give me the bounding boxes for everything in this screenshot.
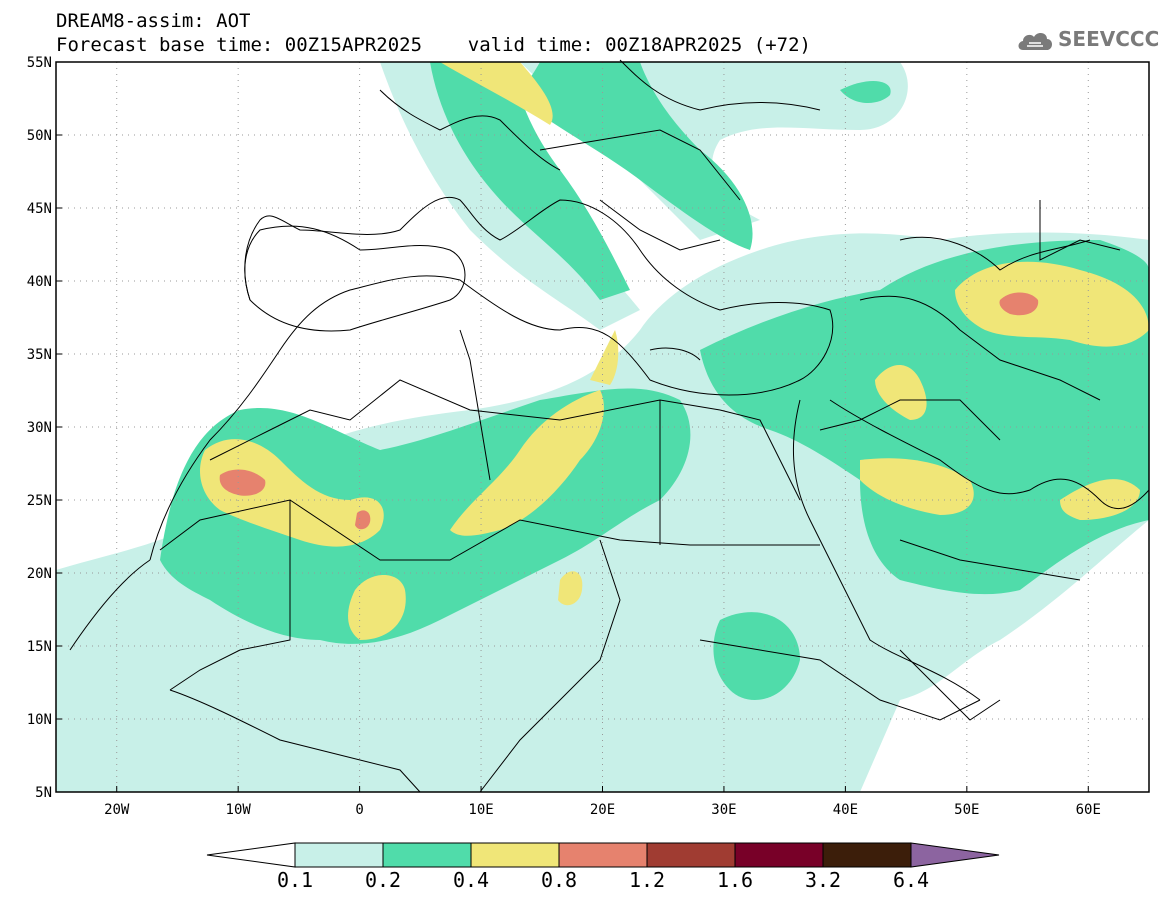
colorbar-segment — [558, 842, 648, 868]
lon-label: 20W — [104, 802, 130, 818]
colorbar: 0.1 0.2 0.4 0.8 1.2 1.6 3.2 6.4 — [206, 842, 1000, 892]
colorbar-over-arrow — [910, 842, 1000, 868]
colorbar-segment — [294, 842, 384, 868]
latitude-labels: 55N 50N 45N 40N 35N 30N 25N 20N 15N 10N 5N — [27, 55, 62, 801]
colorbar-label: 1.6 — [717, 868, 753, 892]
lon-label: 10E — [468, 802, 493, 818]
colorbar-segment — [470, 842, 560, 868]
colorbar-segment — [734, 842, 824, 868]
lat-label: 15N — [27, 639, 52, 655]
coastlines — [69, 59, 1150, 793]
lat-label: 35N — [27, 347, 52, 363]
lon-label: 50E — [954, 802, 979, 818]
map-subtitle: Forecast base time: 00Z15APR2025 valid t… — [56, 34, 811, 56]
colorbar-label: 0.1 — [277, 868, 313, 892]
colorbar-segment — [382, 842, 472, 868]
colorbar-label: 0.2 — [365, 868, 401, 892]
colorbar-label: 1.2 — [629, 868, 665, 892]
lon-label: 60E — [1076, 802, 1101, 818]
map-title: DREAM8-assim: AOT — [56, 10, 251, 32]
colorbar-label: 0.4 — [453, 868, 489, 892]
lat-label: 50N — [27, 128, 52, 144]
aot-level-0.4 — [200, 62, 1149, 640]
lat-label: 5N — [35, 785, 52, 801]
aot-level-0.8 — [219, 292, 1039, 530]
lon-label: 30E — [711, 802, 736, 818]
lat-label: 55N — [27, 55, 52, 71]
colorbar-label: 0.8 — [541, 868, 577, 892]
lon-label: 0 — [355, 802, 363, 818]
lon-label: 40E — [833, 802, 858, 818]
cloud-icon — [1018, 33, 1053, 50]
colorbar-label: 6.4 — [893, 868, 929, 892]
country-borders — [159, 129, 1121, 793]
logo-text: SEEVCCC — [1058, 27, 1160, 51]
longitude-labels: 20W 10W 0 10E 20E 30E 40E 50E 60E — [104, 786, 1101, 818]
colorbar-segment — [822, 842, 912, 868]
colorbar-under-arrow — [206, 842, 296, 868]
lat-label: 25N — [27, 493, 52, 509]
lat-label: 30N — [27, 420, 52, 436]
colorbar-label: 3.2 — [805, 868, 841, 892]
lat-label: 45N — [27, 201, 52, 217]
lat-label: 20N — [27, 566, 52, 582]
lon-label: 10W — [226, 802, 252, 818]
lat-label: 10N — [27, 712, 52, 728]
colorbar-segment — [646, 842, 736, 868]
lon-label: 20E — [590, 802, 615, 818]
lat-label: 40N — [27, 274, 52, 290]
